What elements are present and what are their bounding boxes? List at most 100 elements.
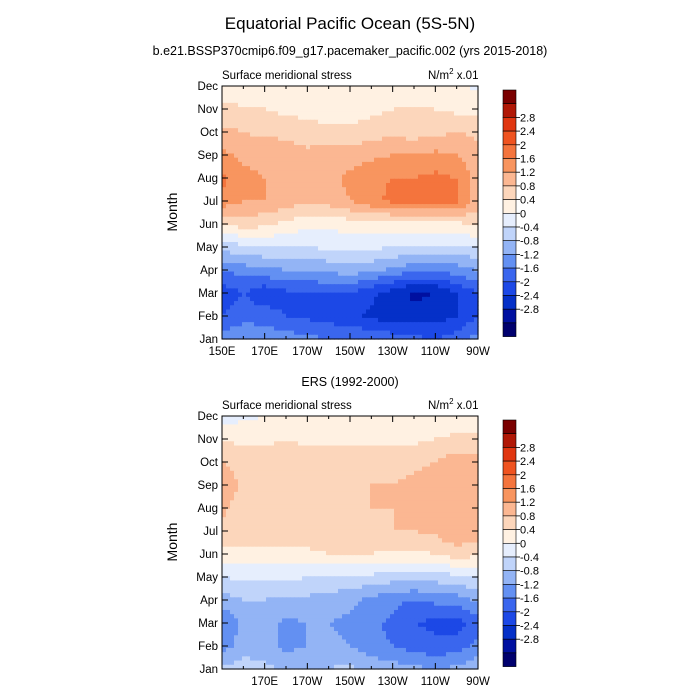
contour-cell: [410, 288, 415, 294]
contour-cell: [326, 296, 331, 302]
contour-cell: [442, 140, 447, 146]
contour-cell: [366, 424, 371, 430]
contour-cell: [266, 123, 271, 129]
contour-cell: [474, 212, 479, 218]
contour-cell: [458, 453, 463, 459]
contour-cell: [458, 292, 463, 298]
contour-cell: [342, 149, 347, 155]
contour-cell: [302, 102, 307, 108]
contour-cell: [234, 102, 239, 108]
contour-cell: [446, 119, 451, 125]
contour-cell: [426, 225, 431, 230]
contour-cell: [258, 305, 263, 311]
contour-cell: [326, 204, 331, 209]
contour-cell: [250, 250, 255, 256]
contour-cell: [286, 187, 291, 193]
contour-cell: [282, 301, 287, 306]
contour-cell: [346, 267, 351, 273]
contour-cell: [362, 140, 367, 146]
contour-cell: [314, 453, 319, 459]
contour-cell: [454, 123, 459, 129]
contour-cell: [414, 250, 419, 256]
contour-cell: [430, 145, 435, 150]
contour-cell: [446, 279, 451, 285]
contour-cell: [418, 225, 423, 230]
contour-cell: [382, 86, 387, 91]
contour-cell: [302, 204, 307, 209]
contour-cell: [278, 466, 283, 472]
contour-cell: [338, 271, 343, 277]
contour-cell: [466, 98, 471, 104]
contour-cell: [318, 132, 323, 138]
contour-cell: [450, 237, 455, 243]
contour-cell: [262, 296, 267, 302]
contour-cell: [458, 271, 463, 277]
contour-cell: [338, 136, 343, 142]
contour-cell: [226, 424, 231, 430]
contour-cell: [346, 132, 351, 138]
colorbar-label: 1.2: [520, 167, 535, 179]
contour-cell: [274, 275, 279, 281]
contour-cell: [298, 208, 303, 214]
contour-cell: [466, 475, 471, 480]
contour-cell: [442, 271, 447, 277]
contour-cell: [422, 334, 427, 340]
contour-cell: [230, 470, 235, 476]
contour-cell: [318, 153, 323, 159]
contour-cell: [362, 90, 367, 96]
contour-cell: [398, 292, 403, 298]
contour-cell: [402, 195, 407, 201]
contour-cell: [346, 220, 351, 226]
contour-cell: [358, 271, 363, 277]
contour-cell: [278, 458, 283, 463]
contour-cell: [242, 199, 247, 205]
contour-cell: [410, 94, 415, 100]
contour-cell: [430, 322, 435, 327]
contour-cell: [378, 330, 383, 336]
contour-cell: [246, 301, 251, 306]
contour-cell: [366, 258, 371, 264]
contour-cell: [374, 187, 379, 193]
contour-cell: [474, 182, 479, 188]
contour-cell: [290, 174, 295, 180]
contour-cell: [354, 317, 359, 323]
contour-cell: [334, 271, 339, 277]
contour-cell: [414, 437, 419, 442]
contour-cell: [334, 208, 339, 214]
contour-cell: [406, 199, 411, 205]
contour-cell: [382, 98, 387, 104]
contour-cell: [262, 174, 267, 180]
contour-cell: [242, 149, 247, 155]
contour-cell: [254, 216, 259, 222]
contour-cell: [274, 204, 279, 209]
contour-cell: [446, 128, 451, 133]
contour-cell: [458, 326, 463, 332]
contour-cell: [426, 428, 431, 434]
contour-cell: [234, 292, 239, 298]
contour-cell: [234, 475, 239, 480]
contour-cell: [374, 441, 379, 447]
contour-cell: [390, 322, 395, 327]
contour-cell: [282, 123, 287, 129]
contour-cell: [278, 216, 283, 222]
contour-cell: [402, 174, 407, 180]
contour-cell: [290, 428, 295, 434]
contour-cell: [458, 98, 463, 104]
contour-cell: [374, 317, 379, 323]
contour-cell: [462, 187, 467, 193]
contour-cell: [414, 453, 419, 459]
contour-cell: [234, 220, 239, 226]
contour-cell: [294, 220, 299, 226]
contour-cell: [430, 242, 435, 247]
contour-cell: [322, 90, 327, 96]
contour-cell: [246, 140, 251, 146]
contour-cell: [422, 246, 427, 252]
contour-cell: [230, 178, 235, 184]
contour-cell: [326, 229, 331, 235]
contour-cell: [438, 292, 443, 298]
contour-cell: [370, 149, 375, 155]
contour-cell: [434, 182, 439, 188]
contour-cell: [230, 271, 235, 277]
contour-cell: [258, 208, 263, 214]
contour-cell: [378, 111, 383, 117]
